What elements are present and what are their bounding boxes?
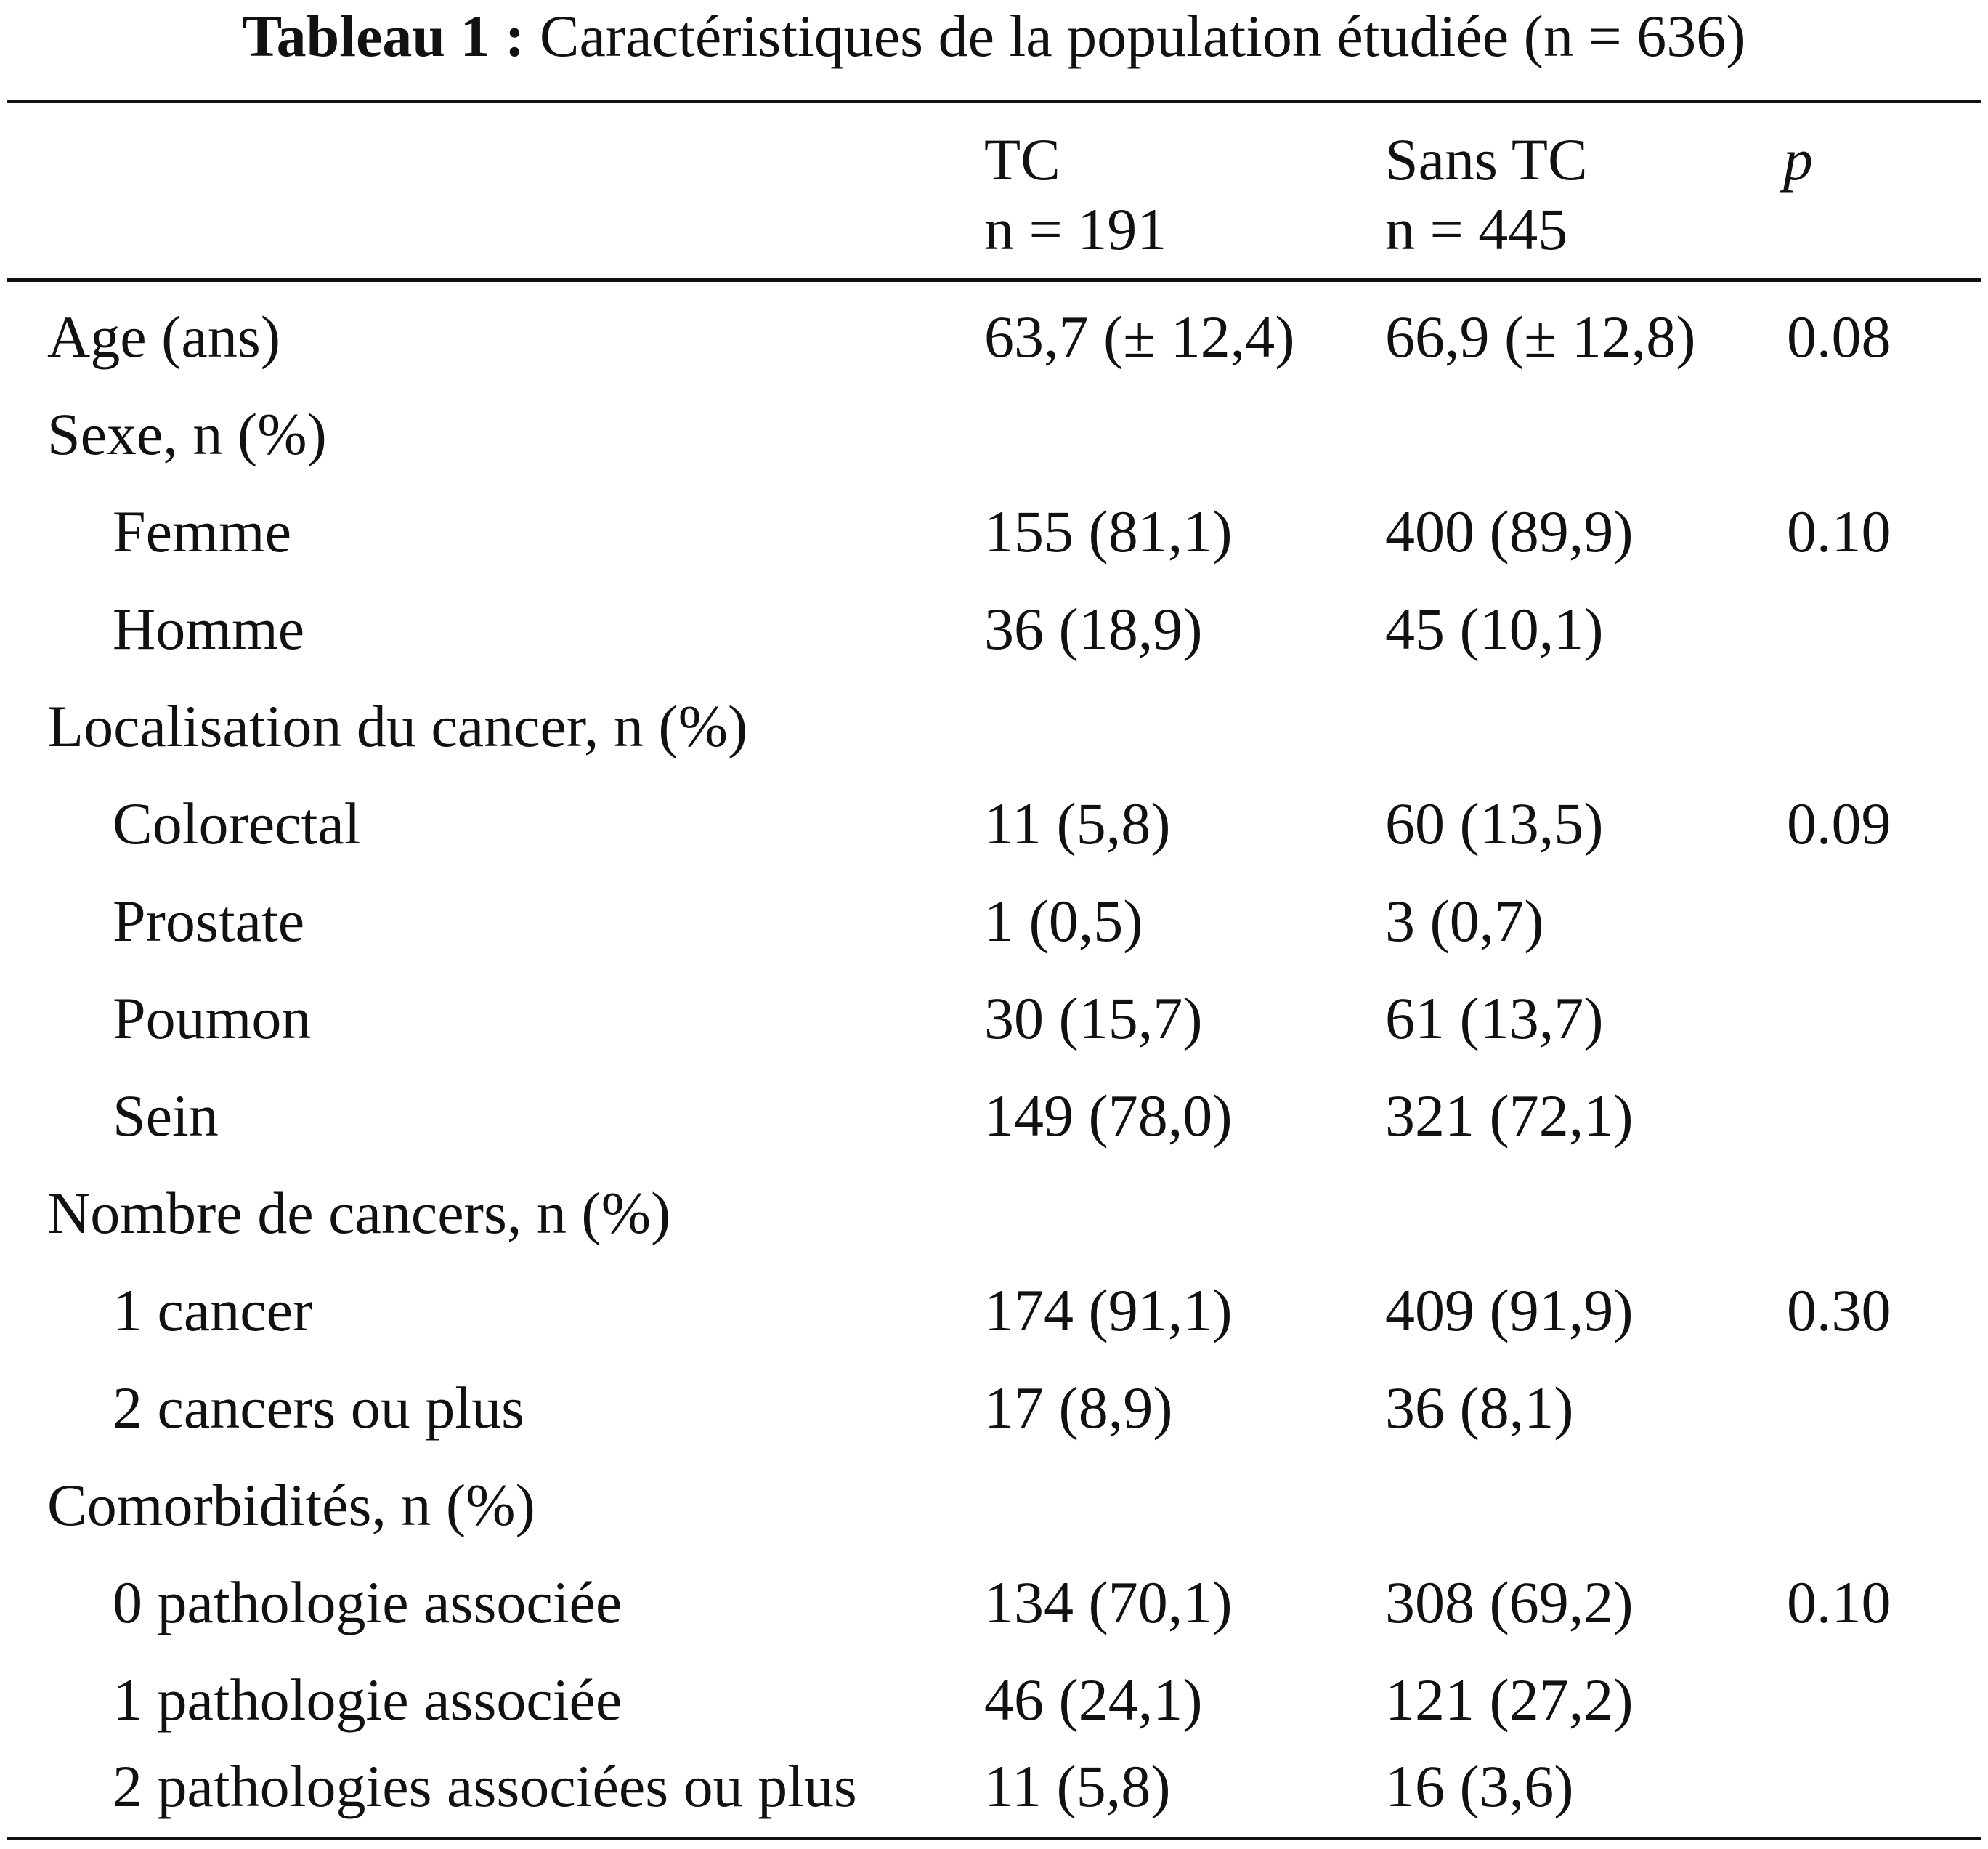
cell-tc: 11 (5,8) <box>984 790 1171 857</box>
table-row: Prostate 1 (0,5) 3 (0,7) <box>0 873 1988 970</box>
row-label: Nombre de cancers, n (%) <box>47 1180 671 1246</box>
table-caption-text: Caractéristiques de la population étudié… <box>539 3 1746 69</box>
column-header-sans-tc-count: n = 445 <box>1385 196 1568 262</box>
row-label: 0 pathologie associée <box>113 1569 622 1635</box>
cell-tc: 174 (91,1) <box>984 1277 1233 1343</box>
cell-p: 0.10 <box>1787 498 1891 565</box>
cell-sans-tc: 61 (13,7) <box>1385 985 1604 1051</box>
cell-sans-tc: 321 (72,1) <box>1385 1083 1634 1149</box>
table-row-section: Comorbidités, n (%) <box>0 1457 1988 1554</box>
cell-tc: 1 (0,5) <box>984 888 1143 954</box>
cell-tc: 36 (18,9) <box>984 596 1203 662</box>
cell-sans-tc: 3 (0,7) <box>1385 888 1544 954</box>
cell-p: 0.08 <box>1787 304 1891 370</box>
row-label: 1 pathologie associée <box>113 1667 622 1733</box>
column-header-tc: TC n = 191 <box>984 125 1167 264</box>
table-row: Homme 36 (18,9) 45 (10,1) <box>0 580 1988 678</box>
cell-sans-tc: 409 (91,9) <box>1385 1277 1634 1343</box>
cell-sans-tc: 16 (3,6) <box>1385 1753 1574 1819</box>
table-header-rule <box>7 278 1981 282</box>
row-label: Comorbidités, n (%) <box>47 1472 535 1538</box>
cell-sans-tc: 36 (8,1) <box>1385 1375 1574 1441</box>
cell-p: 0.09 <box>1787 790 1891 857</box>
table-row: Sein 149 (78,0) 321 (72,1) <box>0 1067 1988 1165</box>
cell-tc: 155 (81,1) <box>984 498 1233 565</box>
column-header-p: p <box>1783 126 1813 193</box>
cell-sans-tc: 60 (13,5) <box>1385 790 1604 857</box>
row-label: 1 cancer <box>113 1277 313 1343</box>
row-label: Sein <box>113 1083 219 1149</box>
row-label: Poumon <box>113 985 312 1051</box>
cell-sans-tc: 45 (10,1) <box>1385 596 1604 662</box>
table-row: 2 pathologies associées ou plus 11 (5,8)… <box>0 1738 1988 1835</box>
cell-tc: 63,7 (± 12,4) <box>984 304 1295 370</box>
row-label: Homme <box>113 596 305 662</box>
column-header-tc-name: TC <box>984 126 1060 193</box>
row-label: Sexe, n (%) <box>47 401 327 467</box>
table-row: 1 pathologie associée 46 (24,1) 121 (27,… <box>0 1651 1988 1749</box>
cell-p: 0.30 <box>1787 1277 1891 1343</box>
table-caption-label: Tableau 1 : <box>242 3 525 69</box>
cell-tc: 134 (70,1) <box>984 1569 1233 1635</box>
table-row: 2 cancers ou plus 17 (8,9) 36 (8,1) <box>0 1359 1988 1457</box>
cell-tc: 46 (24,1) <box>984 1667 1203 1733</box>
column-header-sans-tc-name: Sans TC <box>1385 126 1588 193</box>
cell-sans-tc: 308 (69,2) <box>1385 1569 1634 1635</box>
table-row: 0 pathologie associée 134 (70,1) 308 (69… <box>0 1554 1988 1651</box>
table-row-section: Localisation du cancer, n (%) <box>0 678 1988 775</box>
cell-tc: 17 (8,9) <box>984 1375 1173 1441</box>
cell-sans-tc: 400 (89,9) <box>1385 498 1634 565</box>
cell-tc: 11 (5,8) <box>984 1753 1171 1819</box>
row-label: Localisation du cancer, n (%) <box>47 693 748 759</box>
cell-sans-tc: 66,9 (± 12,8) <box>1385 304 1696 370</box>
column-header-sans-tc: Sans TC n = 445 <box>1385 125 1588 264</box>
table-row: Poumon 30 (15,7) 61 (13,7) <box>0 970 1988 1067</box>
table-row: Colorectal 11 (5,8) 60 (13,5) 0.09 <box>0 775 1988 873</box>
table-row-section: Sexe, n (%) <box>0 386 1988 483</box>
row-label: Femme <box>113 498 291 565</box>
row-label: Colorectal <box>113 790 361 857</box>
table-top-rule <box>7 100 1981 103</box>
table-row: Femme 155 (81,1) 400 (89,9) 0.10 <box>0 483 1988 580</box>
row-label: 2 cancers ou plus <box>113 1375 524 1441</box>
cell-p: 0.10 <box>1787 1569 1891 1635</box>
row-label: 2 pathologies associées ou plus <box>113 1753 857 1819</box>
row-label: Prostate <box>113 888 305 954</box>
table-row-section: Nombre de cancers, n (%) <box>0 1165 1988 1262</box>
column-header-tc-count: n = 191 <box>984 196 1167 262</box>
cell-tc: 30 (15,7) <box>984 985 1203 1051</box>
cell-sans-tc: 121 (27,2) <box>1385 1667 1634 1733</box>
row-label: Age (ans) <box>47 304 281 370</box>
cell-tc: 149 (78,0) <box>984 1083 1233 1149</box>
table-bottom-rule <box>7 1837 1981 1840</box>
table-row: 1 cancer 174 (91,1) 409 (91,9) 0.30 <box>0 1262 1988 1359</box>
table-row: Age (ans) 63,7 (± 12,4) 66,9 (± 12,8) 0.… <box>0 288 1988 386</box>
table-caption: Tableau 1 : Caractéristiques de la popul… <box>0 1 1988 71</box>
